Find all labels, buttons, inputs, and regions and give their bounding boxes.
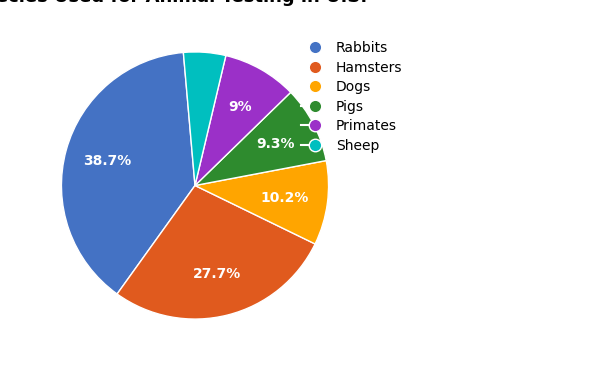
- Text: 10.2%: 10.2%: [261, 191, 309, 204]
- Title: Species Used for Animal Testing in U.S.: Species Used for Animal Testing in U.S.: [0, 0, 367, 6]
- Text: 27.7%: 27.7%: [193, 266, 241, 280]
- Text: 9.3%: 9.3%: [256, 137, 295, 151]
- Wedge shape: [195, 56, 290, 186]
- Legend: Rabbits, Hamsters, Dogs, Pigs, Primates, Sheep: Rabbits, Hamsters, Dogs, Pigs, Primates,…: [295, 36, 408, 158]
- Wedge shape: [61, 52, 195, 294]
- Wedge shape: [195, 161, 329, 244]
- Wedge shape: [195, 92, 326, 186]
- Wedge shape: [117, 186, 315, 319]
- Wedge shape: [184, 52, 226, 186]
- Text: 38.7%: 38.7%: [83, 154, 131, 168]
- Text: 9%: 9%: [228, 99, 251, 114]
